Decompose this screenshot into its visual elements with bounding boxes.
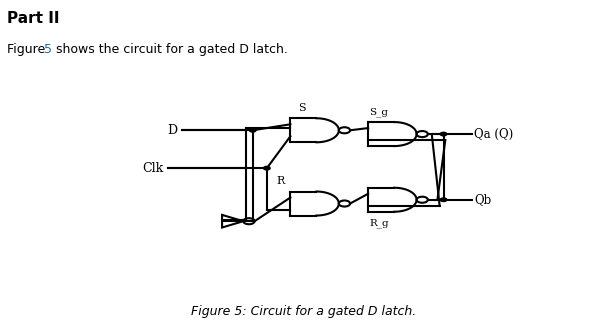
Text: S_g: S_g bbox=[370, 107, 389, 117]
Text: Clk: Clk bbox=[142, 162, 163, 175]
Text: D: D bbox=[167, 124, 178, 137]
Circle shape bbox=[440, 198, 447, 201]
Circle shape bbox=[440, 132, 447, 136]
Text: Qb: Qb bbox=[474, 193, 491, 206]
Circle shape bbox=[249, 129, 256, 132]
Text: 5: 5 bbox=[44, 43, 52, 56]
Text: R: R bbox=[277, 176, 285, 187]
Text: Figure: Figure bbox=[7, 43, 49, 56]
Text: Figure 5: Circuit for a gated D latch.: Figure 5: Circuit for a gated D latch. bbox=[192, 305, 416, 318]
Text: Part II: Part II bbox=[7, 11, 60, 27]
Text: R_g: R_g bbox=[370, 218, 389, 228]
Circle shape bbox=[263, 166, 270, 170]
Text: Qa (Q): Qa (Q) bbox=[474, 128, 513, 141]
Text: shows the circuit for a gated D latch.: shows the circuit for a gated D latch. bbox=[52, 43, 288, 56]
Text: S: S bbox=[299, 103, 306, 113]
